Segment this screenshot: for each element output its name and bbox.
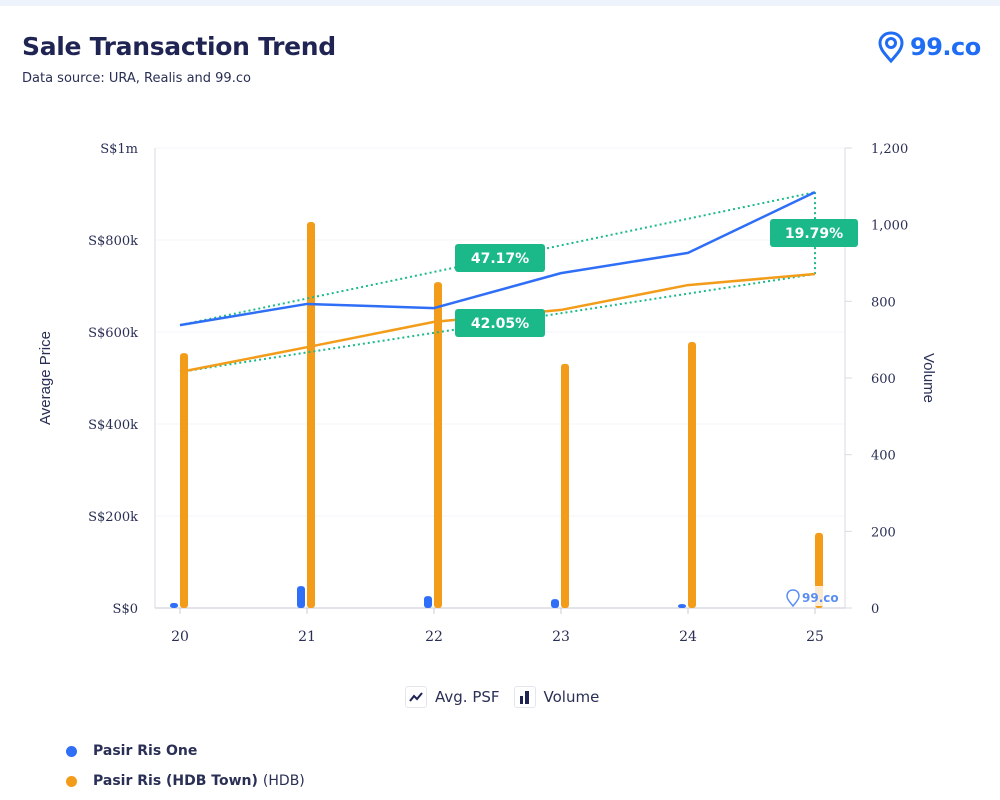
annotation-42: 42.05% <box>471 316 529 332</box>
y-right-tick-label: 1,200 <box>871 142 908 157</box>
y-left-tick-label: S$800k <box>88 234 138 249</box>
y-right-tick-label: 1,000 <box>871 219 908 234</box>
volume-bar <box>424 596 432 608</box>
y-left-tick-label: S$0 <box>113 602 138 617</box>
volume-bars <box>170 221 823 608</box>
x-tick-label: 21 <box>298 629 316 645</box>
top-bar <box>0 0 1000 6</box>
chart-type-legend: Avg. PSF Volume <box>405 686 599 708</box>
y-right-tick-label: 200 <box>871 525 896 540</box>
volume-bar <box>551 599 559 608</box>
chart-canvas: S$0 S$200k S$400k S$600k S$800k S$1m 0 200 400 60… <box>37 142 937 645</box>
y-left-tick-label: S$600k <box>88 326 138 341</box>
y-left-tick-label: S$1m <box>100 142 138 157</box>
volume-bar <box>561 363 569 608</box>
legend-volume-label: Volume <box>543 688 600 706</box>
volume-bar <box>180 353 188 608</box>
y-right-tick-label: 600 <box>871 372 896 387</box>
legend-avg-psf-label: Avg. PSF <box>435 688 500 706</box>
series-legend: Pasir Ris One Pasir Ris (HDB Town) (HDB) <box>66 736 305 796</box>
x-tick-label: 24 <box>679 629 697 645</box>
annotations: 47.17% 42.05% 19.79% <box>455 219 858 337</box>
legend-series-b-name: Pasir Ris (HDB Town) <box>93 773 258 789</box>
y-right-axis-title: Volume <box>920 353 937 403</box>
volume-bar <box>678 604 686 608</box>
brand-logo: 99.co <box>876 30 981 64</box>
watermark-text: 99.co <box>802 591 839 605</box>
price-lines <box>179 191 816 374</box>
volume-bar <box>434 282 442 608</box>
volume-bar <box>688 341 696 608</box>
legend-avg-psf[interactable]: Avg. PSF <box>405 686 500 708</box>
axes <box>154 147 852 614</box>
location-pin-icon <box>878 31 904 64</box>
legend-dot-orange <box>66 775 77 787</box>
y-left-axis-title: Average Price <box>37 331 54 425</box>
y-left-tick-label: S$200k <box>88 510 138 525</box>
brand-name: 99.co <box>910 33 981 61</box>
legend-series-b-suffix: (HDB) <box>262 773 305 789</box>
legend-series-a[interactable]: Pasir Ris One <box>66 736 305 766</box>
annotation-42-bg <box>455 309 545 337</box>
annotation-19-bg <box>770 219 858 247</box>
x-tick-label: 25 <box>806 629 824 645</box>
y-right-tick-label: 0 <box>871 602 879 617</box>
chart-title: Sale Transaction Trend <box>22 32 336 61</box>
watermark-pin-icon <box>786 589 800 608</box>
watermark: 99.co <box>783 586 841 608</box>
volume-bar <box>297 586 305 608</box>
legend-series-b[interactable]: Pasir Ris (HDB Town) (HDB) <box>66 766 305 796</box>
x-tick-label: 20 <box>171 629 189 645</box>
x-tick-label: 23 <box>552 629 570 645</box>
annotation-47-bg <box>455 244 545 272</box>
line-chart-icon <box>405 686 427 708</box>
volume-bar <box>307 221 315 608</box>
y-right-tick-label: 400 <box>871 449 896 464</box>
legend-dot-blue <box>66 745 77 757</box>
legend-volume[interactable]: Volume <box>513 686 600 708</box>
x-tick-label: 22 <box>425 629 443 645</box>
bar-chart-icon <box>513 686 536 708</box>
price-line-blue <box>179 191 816 327</box>
volume-bar <box>170 603 178 608</box>
trend-line <box>179 191 816 327</box>
annotation-19: 19.79% <box>785 226 843 242</box>
legend-series-a-name: Pasir Ris One <box>93 743 198 759</box>
tick-labels: S$0 S$200k S$400k S$600k S$800k S$1m 0 200 400 60… <box>37 142 937 645</box>
chart-subtitle: Data source: URA, Realis and 99.co <box>22 71 251 86</box>
annotation-47: 47.17% <box>471 251 529 267</box>
y-left-tick-label: S$400k <box>88 418 138 433</box>
grid-lines <box>155 147 845 609</box>
y-right-tick-label: 800 <box>871 295 896 310</box>
